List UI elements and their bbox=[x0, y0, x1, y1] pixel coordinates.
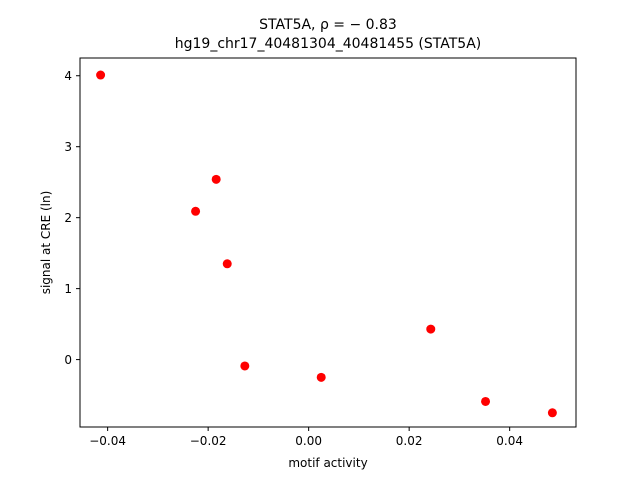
x-tick-label: 0.04 bbox=[496, 434, 523, 448]
plot-frame bbox=[79, 57, 577, 428]
y-tick-label: 0 bbox=[64, 353, 72, 367]
x-tick-label: −0.04 bbox=[89, 434, 126, 448]
scatter-point bbox=[211, 174, 221, 184]
x-tick-label: 0.02 bbox=[396, 434, 423, 448]
chart-title-line-1: STAT5A, ρ = − 0.83 bbox=[259, 17, 397, 33]
x-axis-label: motif activity bbox=[288, 456, 367, 470]
scatter-point bbox=[96, 70, 106, 80]
scatter-point bbox=[316, 372, 326, 382]
scatter-point bbox=[222, 259, 232, 269]
scatter-point bbox=[547, 408, 557, 418]
y-tick-label: 4 bbox=[64, 69, 72, 83]
scatter-point bbox=[426, 324, 436, 334]
x-tick-label: −0.02 bbox=[190, 434, 227, 448]
scatter-point bbox=[191, 206, 201, 216]
plot-area bbox=[96, 70, 557, 418]
scatter-point bbox=[481, 396, 491, 406]
y-axis: 0 1 2 3 4 bbox=[64, 69, 80, 367]
x-tick-label: 0.00 bbox=[295, 434, 322, 448]
y-axis-label: signal at CRE (ln) bbox=[39, 191, 53, 295]
y-tick-label: 2 bbox=[64, 211, 72, 225]
chart-title-line-2: hg19_chr17_40481304_40481455 (STAT5A) bbox=[175, 36, 481, 52]
x-axis: −0.04 −0.02 0.00 0.02 0.04 bbox=[89, 427, 523, 448]
scatter-point bbox=[240, 361, 250, 371]
y-tick-label: 1 bbox=[64, 282, 72, 296]
y-tick-label: 3 bbox=[64, 140, 72, 154]
